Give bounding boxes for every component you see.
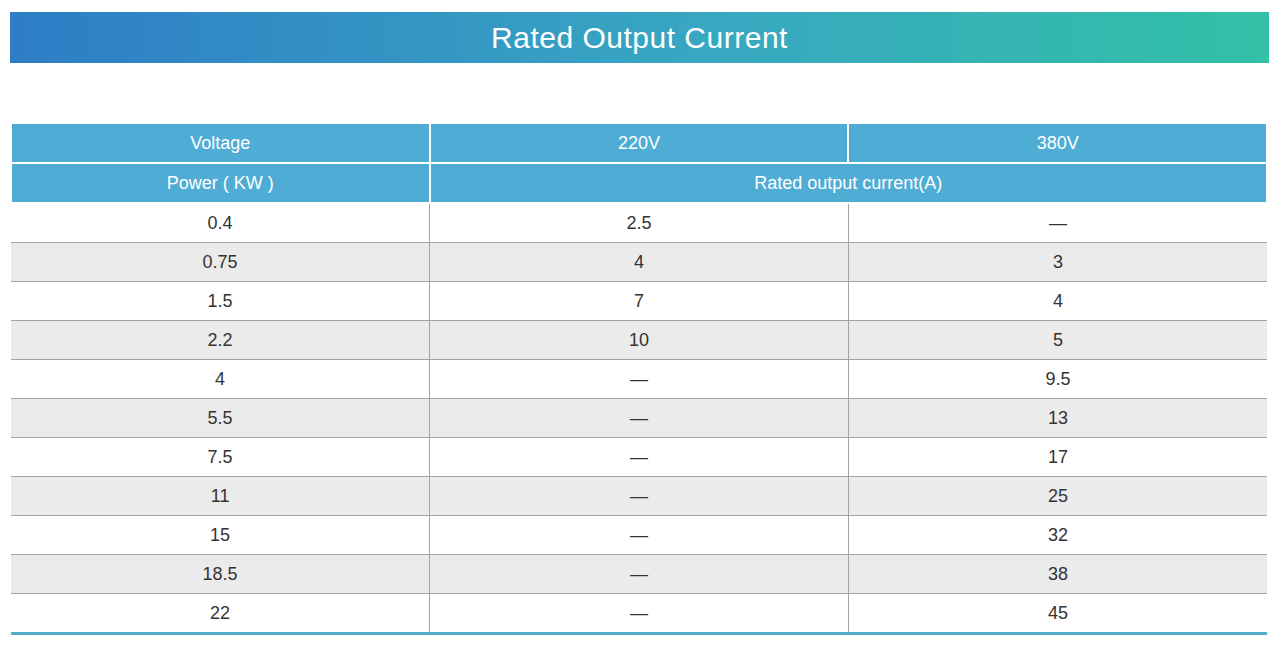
- power-cell: 18.5: [11, 555, 430, 594]
- power-cell: 2.2: [11, 321, 430, 360]
- header-220v: 220V: [430, 123, 849, 163]
- power-cell: 1.5: [11, 282, 430, 321]
- current-380v-cell: 3: [848, 243, 1267, 282]
- power-cell: 7.5: [11, 438, 430, 477]
- current-220v-cell: 10: [430, 321, 849, 360]
- power-cell: 15: [11, 516, 430, 555]
- current-380v-cell: 45: [848, 594, 1267, 634]
- power-cell: 22: [11, 594, 430, 634]
- header-power: Power ( KW ): [11, 163, 430, 203]
- page-title: Rated Output Current: [491, 21, 788, 55]
- table-row: 15 — 32: [11, 516, 1267, 555]
- current-380v-cell: 17: [848, 438, 1267, 477]
- current-220v-cell: —: [430, 516, 849, 555]
- current-220v-cell: —: [430, 399, 849, 438]
- table-row: 2.2 10 5: [11, 321, 1267, 360]
- table-row: 22 — 45: [11, 594, 1267, 634]
- current-380v-cell: 32: [848, 516, 1267, 555]
- current-380v-cell: 5: [848, 321, 1267, 360]
- table-row: 18.5 — 38: [11, 555, 1267, 594]
- table-header: Voltage 220V 380V Power ( KW ) Rated out…: [11, 123, 1267, 203]
- power-cell: 5.5: [11, 399, 430, 438]
- current-380v-cell: 4: [848, 282, 1267, 321]
- current-380v-cell: 13: [848, 399, 1267, 438]
- rated-output-current-table: Voltage 220V 380V Power ( KW ) Rated out…: [10, 122, 1268, 635]
- header-row-power: Power ( KW ) Rated output current(A): [11, 163, 1267, 203]
- power-cell: 0.75: [11, 243, 430, 282]
- table-row: 11 — 25: [11, 477, 1267, 516]
- table-row: 0.4 2.5 —: [11, 203, 1267, 243]
- current-380v-cell: —: [848, 203, 1267, 243]
- power-cell: 11: [11, 477, 430, 516]
- current-220v-cell: —: [430, 438, 849, 477]
- current-220v-cell: —: [430, 555, 849, 594]
- power-cell: 0.4: [11, 203, 430, 243]
- current-220v-cell: —: [430, 477, 849, 516]
- current-380v-cell: 38: [848, 555, 1267, 594]
- table-row: 7.5 — 17: [11, 438, 1267, 477]
- title-banner: Rated Output Current: [10, 12, 1269, 63]
- table-body: 0.4 2.5 — 0.75 4 3 1.5 7 4 2.2 10 5 4 —: [11, 203, 1267, 634]
- power-cell: 4: [11, 360, 430, 399]
- current-220v-cell: 4: [430, 243, 849, 282]
- current-220v-cell: —: [430, 594, 849, 634]
- page: Rated Output Current Voltage 220V 380V P…: [0, 0, 1280, 652]
- current-220v-cell: 7: [430, 282, 849, 321]
- table-row: 0.75 4 3: [11, 243, 1267, 282]
- current-380v-cell: 25: [848, 477, 1267, 516]
- current-220v-cell: 2.5: [430, 203, 849, 243]
- table-row: 5.5 — 13: [11, 399, 1267, 438]
- table-row: 1.5 7 4: [11, 282, 1267, 321]
- header-voltage: Voltage: [11, 123, 430, 163]
- header-rated-current: Rated output current(A): [430, 163, 1267, 203]
- current-220v-cell: —: [430, 360, 849, 399]
- header-380v: 380V: [848, 123, 1267, 163]
- header-row-voltage: Voltage 220V 380V: [11, 123, 1267, 163]
- table-row: 4 — 9.5: [11, 360, 1267, 399]
- current-380v-cell: 9.5: [848, 360, 1267, 399]
